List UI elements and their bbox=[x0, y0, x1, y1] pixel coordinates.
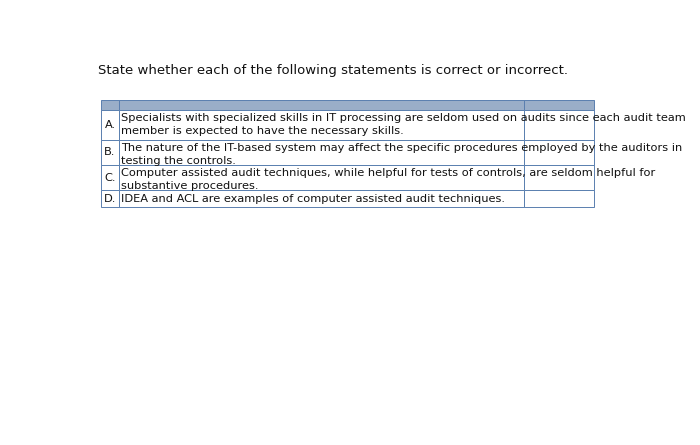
Text: C.: C. bbox=[104, 173, 116, 183]
Bar bbox=[524, 140, 594, 165]
Text: A.: A. bbox=[104, 120, 116, 130]
Bar bbox=[524, 110, 594, 140]
Text: Specialists with specialized skills in IT processing are seldom used on audits s: Specialists with specialized skills in I… bbox=[121, 113, 685, 136]
Bar bbox=[524, 165, 594, 190]
Bar bbox=[524, 100, 594, 110]
Text: Computer assisted audit techniques, while helpful for tests of controls, are sel: Computer assisted audit techniques, whil… bbox=[121, 168, 655, 191]
Bar bbox=[118, 100, 524, 110]
Bar bbox=[102, 190, 118, 207]
Text: State whether each of the following statements is correct or incorrect.: State whether each of the following stat… bbox=[98, 64, 568, 77]
Bar bbox=[102, 100, 118, 110]
Bar bbox=[102, 110, 118, 140]
Text: IDEA and ACL are examples of computer assisted audit techniques.: IDEA and ACL are examples of computer as… bbox=[121, 194, 505, 203]
Text: D.: D. bbox=[104, 194, 116, 204]
Bar bbox=[102, 165, 118, 190]
Bar bbox=[118, 140, 524, 165]
Bar bbox=[118, 165, 524, 190]
Bar bbox=[102, 140, 118, 165]
Bar bbox=[118, 110, 524, 140]
Text: The nature of the IT-based system may affect the specific procedures employed by: The nature of the IT-based system may af… bbox=[121, 143, 682, 166]
Bar bbox=[118, 190, 524, 207]
Bar bbox=[524, 190, 594, 207]
Text: B.: B. bbox=[104, 147, 116, 158]
